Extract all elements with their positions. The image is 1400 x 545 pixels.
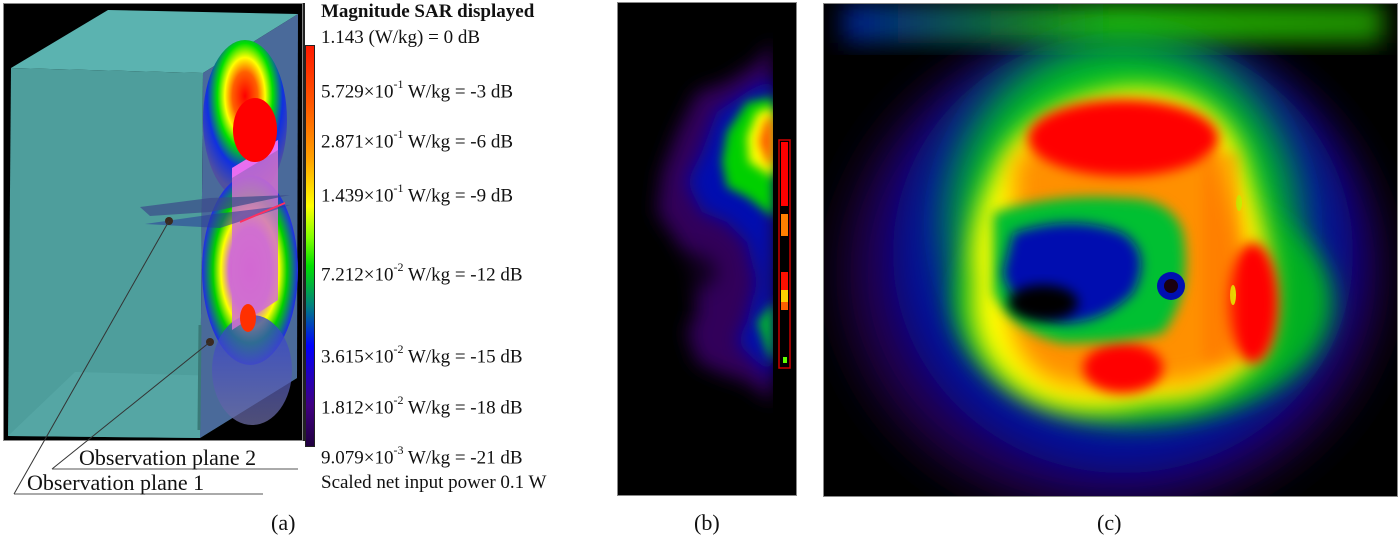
- legend-entry-6db: 2.871×10-1 W/kg = -6 dB: [321, 127, 514, 153]
- legend-value: 9.079×10: [321, 447, 394, 469]
- panel-c-image: [823, 3, 1398, 497]
- legend-unit: W/kg = -18 dB: [403, 397, 523, 419]
- legend-exponent: -1: [393, 77, 404, 91]
- legend-entry-0db: 1.143 (W/kg) = 0 dB: [321, 27, 480, 49]
- observation-plane-1-label: Observation plane 1: [27, 470, 205, 495]
- legend-exponent: -3: [393, 443, 404, 457]
- legend-entry-18db: 1.812×10-2 W/kg = -18 dB: [321, 393, 523, 419]
- legend-value: 3.615×10: [321, 346, 394, 368]
- legend-exponent: -1: [393, 127, 404, 141]
- legend-title: Magnitude SAR displayed: [321, 1, 535, 22]
- legend-exponent: -2: [393, 342, 404, 356]
- observation-plane-2-label: Observation plane 2: [79, 445, 257, 470]
- sar-heatmap-plane-2: [823, 3, 1398, 497]
- caption-c: (c): [1097, 510, 1122, 535]
- legend-unit: W/kg = -21 dB: [403, 447, 523, 469]
- legend-unit: W/kg = -15 dB: [403, 346, 523, 368]
- legend-exponent: -2: [393, 393, 404, 407]
- legend-value: 5.729×10: [321, 81, 394, 103]
- caption-a: (a): [271, 510, 296, 535]
- legend-unit: W/kg = -3 dB: [403, 81, 514, 103]
- legend-entry-9db: 1.439×10-1 W/kg = -9 dB: [321, 181, 514, 207]
- sar-colorbar: [305, 45, 315, 447]
- sar-heatmap-plane-1: [617, 2, 797, 496]
- legend-value: 1.812×10: [321, 397, 394, 419]
- legend-value: 1.439×10: [321, 185, 394, 207]
- leader-lines: [13, 220, 298, 495]
- legend-entry-12db: 7.212×10-2 W/kg = -12 dB: [321, 260, 523, 286]
- legend-entry-3db: 5.729×10-1 W/kg = -3 dB: [321, 77, 514, 103]
- legend-exponent: -2: [393, 260, 404, 274]
- legend-unit: W/kg = -12 dB: [403, 264, 523, 286]
- panel-b-image: [617, 2, 797, 496]
- model-3d-render: [3, 3, 303, 441]
- panel-a-right-border: [303, 3, 305, 441]
- legend-value: 7.212×10: [321, 264, 394, 286]
- legend-value: 2.871×10: [321, 131, 394, 153]
- caption-b: (b): [694, 510, 720, 535]
- legend-unit: W/kg = -6 dB: [403, 131, 514, 153]
- legend-unit: W/kg = -9 dB: [403, 185, 514, 207]
- legend-exponent: -1: [393, 181, 404, 195]
- legend-entry-21db: 9.079×10-3 W/kg = -21 dB: [321, 443, 523, 469]
- legend-value: 1.143 (W/kg) = 0 dB: [321, 27, 481, 48]
- panel-a-image: [3, 3, 303, 441]
- legend-footer-power: Scaled net input power 0.1 W: [321, 472, 547, 493]
- legend-entry-15db: 3.615×10-2 W/kg = -15 dB: [321, 342, 523, 368]
